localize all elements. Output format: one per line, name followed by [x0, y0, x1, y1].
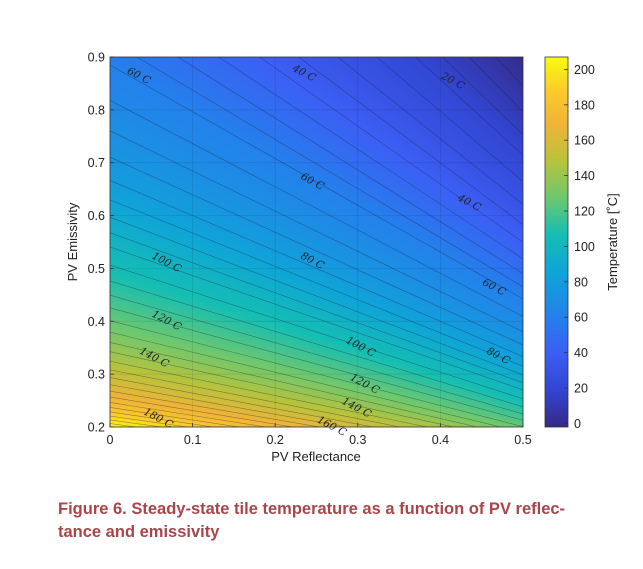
- contour-label: 60 C: [299, 171, 326, 193]
- contour-line: [110, 130, 523, 333]
- temperature-heatmap: [110, 57, 523, 427]
- x-tick-label: 0.3: [349, 433, 366, 447]
- contour-line: [110, 280, 523, 408]
- contour-label: 120 C: [348, 371, 381, 396]
- contour-line: [110, 415, 190, 427]
- contour-line: [110, 307, 523, 421]
- contour-line: [110, 377, 375, 427]
- y-tick-label: 0.2: [88, 421, 105, 435]
- contour-line: [110, 294, 523, 415]
- colorbar-tick-label: 40: [574, 346, 588, 360]
- contour-line: [110, 402, 268, 427]
- x-ticks: 0 0.1 0.2 0.3 0.4 0.5: [107, 423, 532, 447]
- colorbar-tick-label: 120: [574, 205, 595, 219]
- contour-line: [110, 407, 241, 427]
- contour-label: 120 C: [150, 308, 183, 333]
- colorbar-frame: [544, 56, 569, 428]
- y-tick-label: 0.4: [88, 315, 105, 329]
- contour-label: 100 C: [150, 250, 183, 275]
- contour-line: [298, 57, 523, 225]
- contour-line: [110, 360, 429, 427]
- contour-line: [110, 331, 502, 427]
- contour-line: [218, 57, 523, 260]
- contour-label: 140 C: [138, 345, 171, 370]
- contour-label: 40 C: [455, 191, 483, 214]
- contour-line: [110, 216, 523, 376]
- colorbar-tick-label: 160: [574, 134, 595, 148]
- y-tick-label: 0.7: [88, 156, 105, 170]
- x-tick-label: 0.4: [432, 433, 449, 447]
- x-tick-label: 0.1: [184, 433, 201, 447]
- contour-line: [110, 351, 456, 427]
- x-axis-label: PV Reflectance: [271, 449, 361, 464]
- contour-line: [110, 384, 348, 427]
- y-tick-label: 0.9: [88, 51, 105, 65]
- colorbar-tick-label: 20: [574, 382, 588, 396]
- contour-line: [110, 396, 295, 427]
- contour-line: [177, 57, 523, 274]
- contour-label: 60 C: [125, 65, 152, 87]
- contour-line: [376, 57, 523, 182]
- caption-line: tance and emissivity: [58, 523, 220, 541]
- contour-line: [441, 57, 523, 135]
- x-tick-label: 0.5: [514, 433, 531, 447]
- contour-line: [110, 199, 523, 367]
- contour-label: 100 C: [344, 334, 377, 359]
- contour-line: [110, 232, 523, 384]
- colorbar-tick-label: 0: [574, 417, 581, 431]
- contour-line: [415, 57, 523, 156]
- y-tick-label: 0.8: [88, 103, 105, 117]
- contour-label: 20 C: [438, 70, 466, 93]
- colorbar-tick-label: 140: [574, 169, 595, 183]
- contour-label: 80 C: [484, 345, 511, 367]
- caption-line: Figure 6. Steady-state tile temperature …: [58, 500, 566, 518]
- contour-line: [110, 264, 523, 400]
- y-ticks: 0.2 0.3 0.4 0.5 0.6 0.7 0.8 0.9: [88, 51, 114, 435]
- colorbar-tick-label: 180: [574, 98, 595, 112]
- grid-lines: [109, 56, 524, 428]
- plot-frame: [109, 56, 524, 428]
- contour-line: [110, 342, 479, 427]
- colorbar-tick-label: 100: [574, 240, 595, 254]
- x-tick-label: 0: [107, 433, 114, 447]
- contour-label: 160 C: [315, 414, 348, 439]
- contour-line: [110, 411, 216, 427]
- contour-lines: [110, 57, 523, 427]
- contour-line: [110, 156, 523, 346]
- x-tick-label: 0.2: [267, 433, 284, 447]
- colorbar-tick-label: 80: [574, 275, 588, 289]
- contour-line: [258, 57, 523, 243]
- colorbar-tick-label: 200: [574, 63, 595, 77]
- contour-line: [110, 180, 523, 357]
- contour-label: 60 C: [480, 276, 507, 298]
- y-axis-label: PV Emissivity: [65, 202, 80, 281]
- colorbar-ticks: 0 20 40 60 80 100 120 140 160 180 200: [564, 63, 595, 431]
- colorbar-tick-label: 60: [574, 311, 588, 325]
- contour-line: [110, 246, 523, 391]
- contour-line: [110, 100, 523, 317]
- y-tick-label: 0.6: [88, 209, 105, 223]
- contour-line: [110, 320, 523, 427]
- figure-caption: Figure 6. Steady-state tile temperature …: [58, 498, 618, 544]
- y-tick-label: 0.3: [88, 368, 105, 382]
- y-tick-label: 0.5: [88, 262, 105, 276]
- colorbar-gradient: [545, 57, 568, 427]
- contour-line: [110, 64, 523, 300]
- contour-line: [110, 390, 322, 427]
- colorbar-label: Temperature [˚C]: [605, 193, 620, 291]
- contour-line: [337, 57, 523, 205]
- contour-line: [110, 369, 402, 427]
- contour-line: [136, 57, 523, 288]
- contour-line: [468, 57, 523, 113]
